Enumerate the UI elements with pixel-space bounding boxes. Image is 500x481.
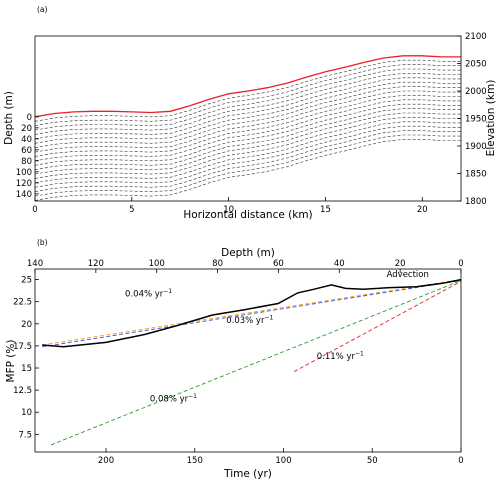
x-tick-label: 100 <box>275 456 291 466</box>
panel-a-label: (a) <box>37 5 48 14</box>
y-tick-label: 20 <box>21 320 32 330</box>
layer-line <box>34 130 461 192</box>
layer-line <box>34 108 461 170</box>
y-right-tick-label: 1800 <box>465 197 487 207</box>
y-left-tick-label: 20 <box>21 124 32 134</box>
trend-line <box>50 280 462 446</box>
layer-line <box>34 77 461 140</box>
annotation-label: 0.04% yr−1 <box>125 288 172 300</box>
panel-b-top-x-ticks: 140 120 100 80 60 40 20 0 <box>27 259 464 273</box>
y-tick-label: 7.5 <box>18 430 32 440</box>
top-x-tick-label: 40 <box>334 259 345 269</box>
top-x-tick-label: 120 <box>88 259 104 269</box>
x-tick-label: 0 <box>32 205 37 215</box>
annotation-label: 0.03% yr−1 <box>226 314 273 326</box>
y-right-tick-label: 2100 <box>465 32 487 42</box>
layer-line <box>34 125 461 188</box>
y-right-tick-label: 2000 <box>465 87 487 97</box>
x-tick-label: 15 <box>320 205 331 215</box>
panel-b-annotations: 0.04% yr−1 0.03% yr−1 0.11% yr−1 0.08% yr−1… <box>125 270 429 405</box>
y-left-tick-label: 40 <box>21 135 32 145</box>
layer-line <box>34 95 461 157</box>
layer-line <box>34 68 461 131</box>
trend-line <box>42 280 462 348</box>
layer-line <box>34 99 461 162</box>
panel-b-series <box>42 278 462 446</box>
x-tick-label: 10 <box>223 205 234 215</box>
layer-line <box>34 121 461 184</box>
y-left-tick-label: 120 <box>16 179 32 189</box>
top-x-tick-label: 60 <box>273 259 284 269</box>
panel-b-x-axis-label: Time (yr) <box>223 468 272 480</box>
x-tick-label: 20 <box>417 205 428 215</box>
annotation-label: 0.08% yr−1 <box>150 393 197 405</box>
panel-b-label: (b) <box>37 238 48 247</box>
layer-line <box>34 103 461 166</box>
layer-line <box>34 139 461 201</box>
layer-line <box>34 64 461 126</box>
layer-line <box>34 59 461 122</box>
panel-a-subsurface-layers <box>34 59 461 201</box>
panel-a-right-y-ticks: 1800 1850 1900 1950 2000 2050 2100 <box>457 32 487 207</box>
top-x-tick-label: 100 <box>149 259 165 269</box>
panel-b-x-ticks: 200 150 100 50 0 <box>98 448 464 466</box>
panel-a-right-y-axis-label: Elevation (km) <box>485 80 497 157</box>
y-tick-label: 15 <box>21 364 32 374</box>
top-x-tick-label: 80 <box>212 259 223 269</box>
panel-a-surface-line <box>34 55 461 118</box>
annotation-label: 0.11% yr−1 <box>317 351 364 363</box>
y-tick-label: 22.5 <box>13 298 32 308</box>
panel-b-y-ticks: 7.5 10 12.5 15 17.5 20 22.5 25 <box>13 276 39 440</box>
trend-line <box>42 279 462 346</box>
top-x-tick-label: 0 <box>458 259 463 269</box>
y-tick-label: 12.5 <box>13 386 32 396</box>
layer-line <box>34 117 461 179</box>
x-tick-label: 50 <box>367 456 378 466</box>
mfp-series-line <box>42 278 462 348</box>
annotation-label: Advection <box>387 270 429 280</box>
panel-a-x-ticks: 0 5 10 15 20 <box>32 197 428 215</box>
panel-a-frame <box>34 35 462 202</box>
layer-line <box>34 81 461 144</box>
panel-b: (b) Depth (m) 200 150 100 50 0 140 120 100 80 60… <box>5 238 464 480</box>
layer-line <box>34 134 461 197</box>
y-left-tick-label: 60 <box>21 146 32 156</box>
y-left-tick-label: 0 <box>27 113 32 123</box>
panel-b-top-x-axis-label: Depth (m) <box>221 247 275 259</box>
layer-line <box>34 90 461 153</box>
y-right-tick-label: 2050 <box>465 60 487 70</box>
layer-line <box>34 73 461 135</box>
y-tick-label: 17.5 <box>13 342 32 352</box>
y-right-tick-label: 1900 <box>465 142 487 152</box>
panel-a-x-axis-label: Horizontal distance (km) <box>183 209 312 221</box>
panel-b-frame <box>34 268 462 453</box>
y-left-tick-label: 80 <box>21 157 32 167</box>
top-x-tick-label: 20 <box>395 259 406 269</box>
x-tick-label: 200 <box>98 456 114 466</box>
y-tick-label: 25 <box>21 276 32 286</box>
layer-line <box>34 112 461 175</box>
layer-line <box>34 86 461 148</box>
y-right-tick-label: 1850 <box>465 170 487 180</box>
x-tick-label: 0 <box>458 456 463 466</box>
y-tick-label: 10 <box>21 408 32 418</box>
panel-b-y-axis-label: MFP (%) <box>5 340 17 383</box>
x-tick-label: 5 <box>129 205 134 215</box>
y-left-tick-label: 100 <box>16 168 32 178</box>
y-right-tick-label: 1950 <box>465 115 487 125</box>
top-x-tick-label: 140 <box>27 259 43 269</box>
trend-line <box>293 281 462 372</box>
x-tick-label: 150 <box>187 456 203 466</box>
panel-a-y-axis-label: Depth (m) <box>3 91 15 145</box>
y-left-tick-label: 140 <box>16 190 32 200</box>
